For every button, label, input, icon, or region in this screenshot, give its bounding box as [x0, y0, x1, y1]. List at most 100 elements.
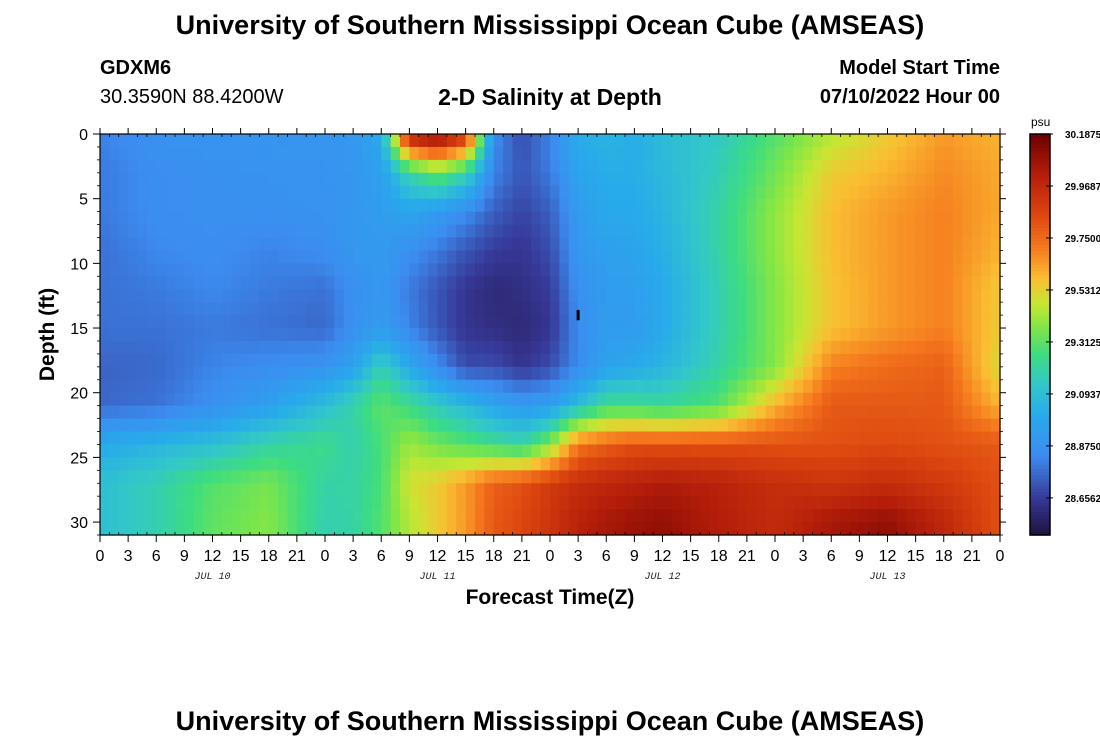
heatmap-cell — [896, 431, 907, 446]
heatmap-cell — [728, 172, 739, 187]
heatmap-cell — [896, 353, 907, 368]
heatmap-cell — [878, 198, 889, 213]
heatmap-cell — [868, 172, 879, 187]
heatmap-cell — [221, 392, 232, 407]
x-tick-label: 21 — [738, 548, 756, 565]
heatmap-cell — [240, 198, 251, 213]
heatmap-cell — [165, 315, 176, 329]
heatmap-cell — [896, 483, 907, 497]
heatmap-cell — [784, 134, 795, 148]
heatmap-cell — [925, 418, 935, 433]
heatmap-cell — [606, 444, 617, 458]
heatmap-cell — [934, 328, 945, 342]
heatmap-cell — [784, 237, 795, 252]
heatmap-cell — [709, 315, 720, 329]
colorbar-segment — [1030, 458, 1050, 463]
heatmap-cell — [737, 198, 748, 213]
heatmap-cell — [625, 263, 635, 277]
heatmap-cell — [521, 159, 532, 174]
heatmap-cell — [381, 392, 392, 407]
heatmap-cell — [615, 418, 626, 433]
heatmap-cell — [493, 444, 504, 458]
heatmap-cell — [475, 211, 485, 226]
heatmap-cell — [231, 483, 242, 497]
heatmap-cell — [446, 315, 457, 329]
heatmap-cell — [475, 418, 485, 433]
heatmap-cell — [812, 353, 823, 368]
heatmap-cell — [756, 509, 767, 523]
heatmap-cell — [728, 522, 739, 536]
heatmap-cell — [606, 211, 617, 226]
heatmap-cell — [840, 263, 851, 277]
page-title: University of Southern Mississippi Ocean… — [175, 10, 925, 40]
heatmap-cell — [606, 522, 617, 536]
heatmap-cell — [746, 340, 757, 355]
heatmap-cell — [803, 457, 814, 471]
x-tick-label: 15 — [457, 548, 475, 565]
heatmap-cell — [418, 328, 429, 342]
heatmap-cell — [887, 263, 898, 277]
heatmap-cell — [231, 353, 242, 368]
heatmap-cell — [437, 379, 448, 394]
heatmap-cell — [531, 340, 542, 355]
colorbar-segment — [1030, 387, 1050, 392]
heatmap-cell — [596, 172, 607, 187]
heatmap-cell — [812, 237, 823, 252]
heatmap-cell — [896, 392, 907, 407]
heatmap-cell — [718, 237, 729, 252]
date-label: JUL 10 — [194, 572, 230, 583]
heatmap-cell — [681, 457, 692, 471]
colorbar-segment — [1030, 431, 1050, 436]
heatmap-cell — [381, 470, 392, 484]
heatmap-cell — [250, 379, 260, 394]
heatmap-cell — [746, 315, 757, 329]
heatmap-cell — [700, 263, 710, 277]
heatmap-cell — [240, 379, 251, 394]
heatmap-cell — [962, 418, 973, 433]
heatmap-cell — [343, 444, 354, 458]
heatmap-cell — [240, 470, 251, 484]
heatmap-cell — [231, 198, 242, 213]
heatmap-cell — [718, 289, 729, 303]
heatmap-cell — [250, 146, 260, 161]
heatmap-cell — [100, 379, 110, 394]
heatmap-cell — [521, 418, 532, 433]
heatmap-cell — [156, 444, 167, 458]
heatmap-cell — [925, 392, 935, 407]
heatmap-cell — [653, 289, 664, 303]
heatmap-cell — [268, 198, 279, 213]
heatmap-cell — [184, 263, 195, 277]
heatmap-cell — [118, 172, 129, 187]
heatmap-cell — [756, 237, 767, 252]
heatmap-cell — [934, 185, 945, 200]
heatmap-cell — [193, 340, 204, 355]
heatmap-cell — [493, 237, 504, 252]
heatmap-cell — [268, 470, 279, 484]
heatmap-cell — [587, 470, 598, 484]
heatmap-cell — [615, 211, 626, 226]
heatmap-cell — [746, 483, 757, 497]
heatmap-cell — [671, 353, 682, 368]
heatmap-cell — [118, 457, 129, 471]
heatmap-cell — [165, 237, 176, 252]
heatmap-cell — [184, 146, 195, 161]
heatmap-cell — [381, 340, 392, 355]
heatmap-cell — [193, 289, 204, 303]
colorbar-segment — [1030, 408, 1050, 412]
heatmap-cell — [990, 353, 1001, 368]
heatmap-cell — [887, 250, 898, 264]
heatmap-cell — [128, 366, 139, 381]
heatmap-cell — [278, 431, 289, 446]
heatmap-cell — [250, 340, 260, 355]
heatmap-cell — [784, 250, 795, 264]
heatmap-cell — [887, 483, 898, 497]
heatmap-cell — [203, 418, 214, 433]
heatmap-cell — [671, 522, 682, 536]
heatmap-cell — [925, 405, 935, 420]
heatmap-cell — [353, 444, 364, 458]
heatmap-cell — [390, 522, 401, 536]
heatmap-cell — [193, 522, 204, 536]
heatmap-cell — [925, 340, 935, 355]
heatmap-cell — [512, 405, 523, 420]
heatmap-cell — [868, 328, 879, 342]
